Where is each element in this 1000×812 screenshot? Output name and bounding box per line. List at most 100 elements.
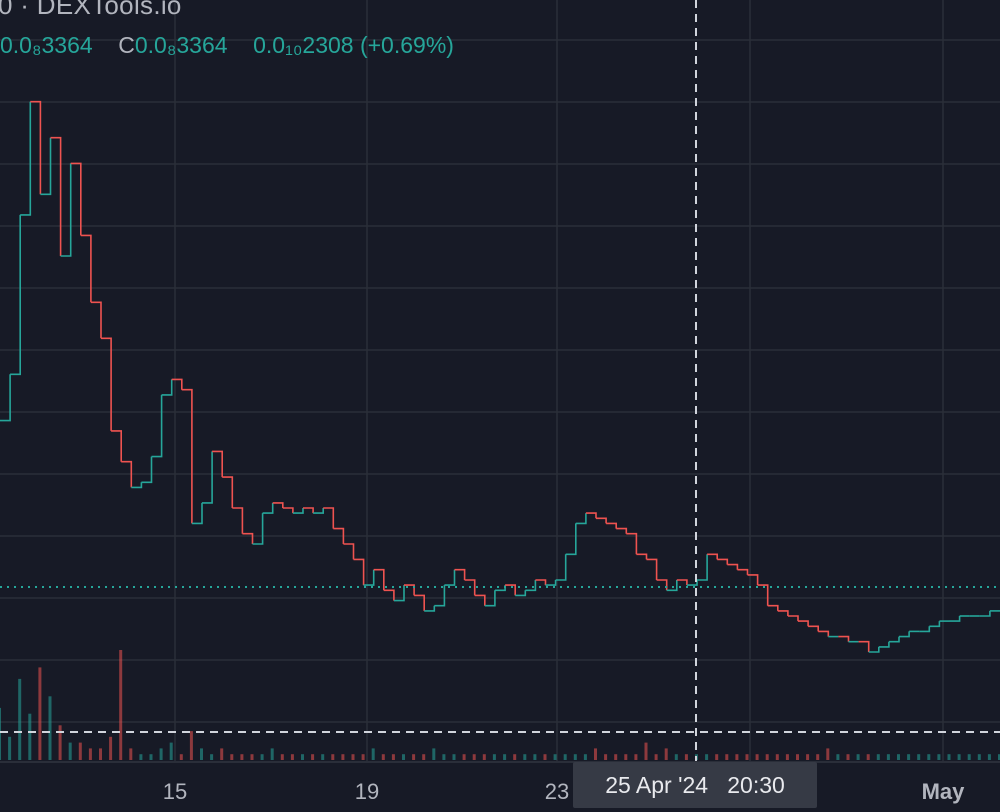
price-segment xyxy=(313,508,324,514)
volume-bar xyxy=(159,748,163,760)
price-segment xyxy=(131,482,143,489)
price-segment xyxy=(707,553,718,560)
volume-bar xyxy=(775,754,779,760)
price-segment xyxy=(787,615,799,622)
legend-title: 0 · DEXTools.io xyxy=(0,0,182,20)
chart-grid xyxy=(0,0,1000,762)
volume-bar xyxy=(765,754,769,760)
volume-bar xyxy=(452,754,456,760)
volume-bar xyxy=(735,754,739,760)
price-segment xyxy=(858,640,870,652)
volume-bar xyxy=(391,754,395,760)
volume-bar xyxy=(139,754,143,760)
price-segment xyxy=(141,456,153,484)
volume-bar xyxy=(927,754,931,760)
price-segment xyxy=(666,580,678,592)
volume-bar xyxy=(897,754,900,760)
volume-bar xyxy=(422,754,426,760)
volume-bar xyxy=(78,742,82,760)
price-segment xyxy=(474,594,486,606)
volume-bar xyxy=(301,754,304,760)
volume-bar xyxy=(220,748,224,760)
volume-bar xyxy=(826,748,830,760)
volume-bar xyxy=(846,754,850,760)
volume-bar xyxy=(8,736,12,760)
volume-bar xyxy=(523,754,527,760)
volume-bar xyxy=(604,754,608,760)
volume-bar xyxy=(341,754,345,760)
price-segment xyxy=(494,585,506,592)
price-segment xyxy=(424,605,436,612)
price-segment xyxy=(262,502,274,514)
volume-histogram xyxy=(0,650,1000,760)
volume-bar xyxy=(250,754,254,760)
volume-bar xyxy=(361,754,365,760)
price-segment xyxy=(151,394,163,458)
price-segment xyxy=(656,579,668,591)
price-segment xyxy=(626,532,638,555)
volume-bar xyxy=(462,754,466,760)
price-segment xyxy=(0,374,11,422)
volume-bar xyxy=(836,754,840,760)
price-segment xyxy=(454,568,466,580)
price-segment xyxy=(949,616,961,622)
price-segment xyxy=(383,589,395,601)
price-segment xyxy=(919,626,931,633)
volume-bar xyxy=(998,754,1000,760)
volume-bar xyxy=(573,754,577,760)
volume-bar xyxy=(987,754,991,760)
price-segment xyxy=(525,580,537,592)
price-segment xyxy=(434,585,446,607)
price-segment xyxy=(70,162,82,236)
price-segment xyxy=(30,100,42,195)
volume-bar xyxy=(179,754,183,760)
volume-bar xyxy=(583,754,587,760)
price-segment xyxy=(101,337,112,431)
price-segment xyxy=(596,517,607,524)
volume-bar xyxy=(28,713,32,760)
volume-bar xyxy=(109,736,113,760)
volume-bar xyxy=(705,754,709,760)
price-segment xyxy=(292,508,304,514)
price-segment xyxy=(363,569,375,586)
volume-bar xyxy=(725,754,729,760)
price-segment xyxy=(697,554,708,581)
price-segment xyxy=(20,101,32,216)
x-tick-label: 15 xyxy=(162,779,188,804)
price-segment xyxy=(353,558,365,586)
volume-bar xyxy=(654,754,658,760)
volume-bar xyxy=(503,754,507,760)
volume-bar xyxy=(866,754,870,760)
price-segment xyxy=(50,136,62,256)
volume-bar xyxy=(38,667,42,760)
price-series xyxy=(0,100,1000,653)
price-segment xyxy=(535,579,547,586)
volume-bar xyxy=(280,754,284,760)
price-segment xyxy=(111,430,122,462)
price-segment xyxy=(484,590,496,607)
price-segment xyxy=(899,631,910,638)
volume-bar xyxy=(886,754,890,760)
price-segment xyxy=(40,137,52,196)
volume-bar xyxy=(432,748,436,760)
volume-bar xyxy=(99,748,102,760)
volume-bar xyxy=(119,650,123,760)
volume-bar xyxy=(513,754,517,760)
volume-bar xyxy=(816,754,820,760)
price-segment xyxy=(242,532,254,544)
volume-bar xyxy=(745,754,749,760)
price-segment xyxy=(929,621,941,628)
volume-bar xyxy=(68,742,72,760)
price-segment xyxy=(252,513,264,545)
price-segment xyxy=(646,558,658,580)
price-segment xyxy=(575,513,587,525)
volume-bar xyxy=(169,742,173,760)
price-segment xyxy=(757,584,769,606)
price-segment xyxy=(676,579,688,586)
price-segment xyxy=(777,610,789,616)
price-segment xyxy=(303,507,314,514)
volume-bar xyxy=(624,754,628,760)
price-segment xyxy=(181,388,193,524)
volume-bar xyxy=(230,754,234,760)
